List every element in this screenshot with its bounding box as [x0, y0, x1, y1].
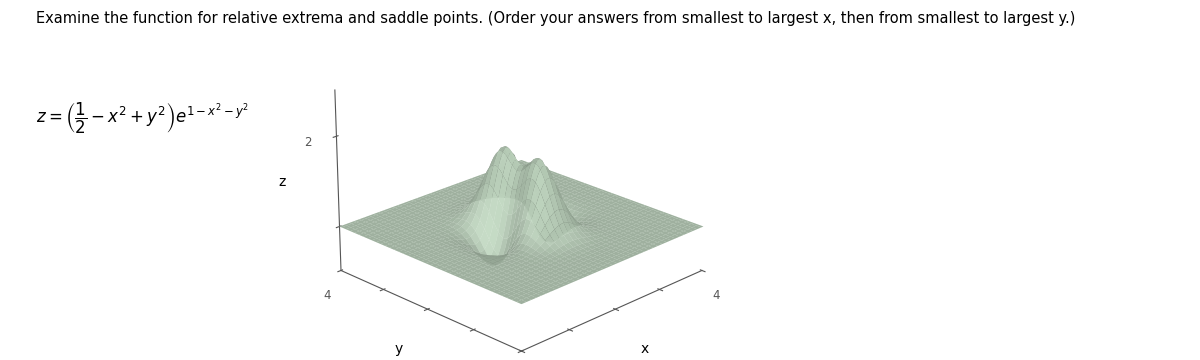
- X-axis label: x: x: [641, 342, 649, 356]
- Text: Examine the function for relative extrema and saddle points. (Order your answers: Examine the function for relative extrem…: [36, 11, 1075, 26]
- Y-axis label: y: y: [394, 342, 402, 356]
- Text: $z = \left(\dfrac{1}{2} - x^2 + y^2\right)e^{1 - x^2 - y^2}$: $z = \left(\dfrac{1}{2} - x^2 + y^2\righ…: [36, 101, 248, 136]
